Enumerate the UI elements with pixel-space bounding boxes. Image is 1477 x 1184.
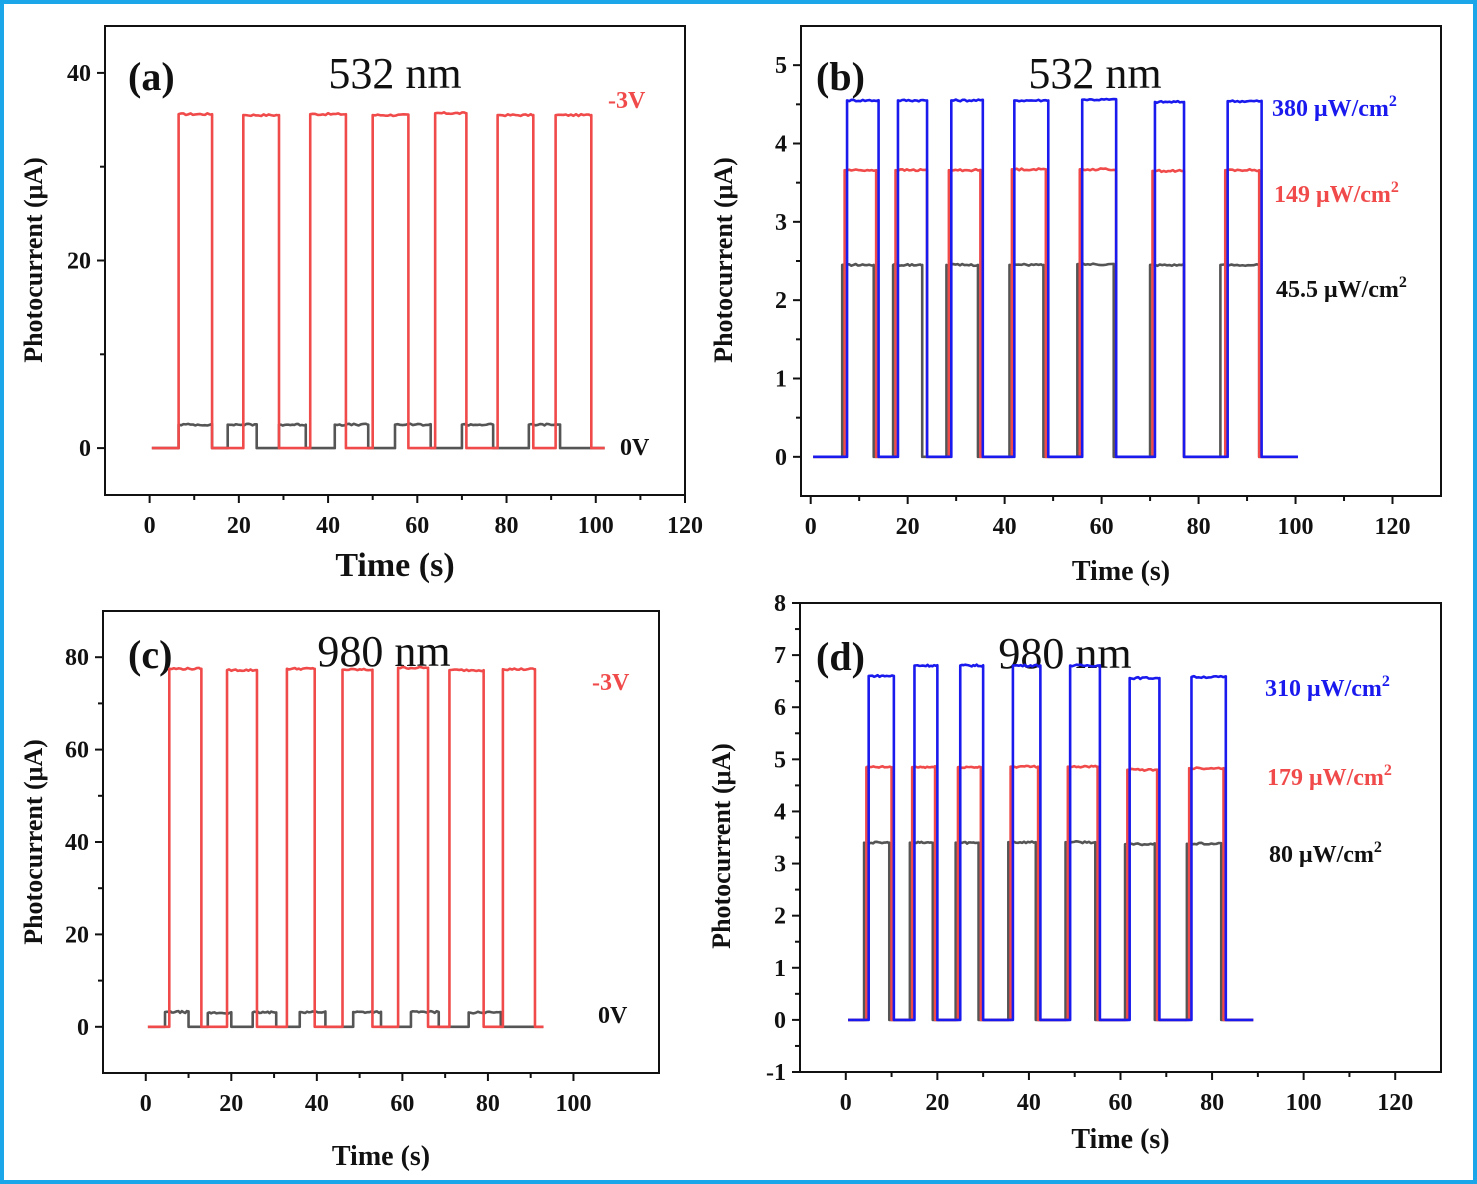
panel-d: 0 20 40 60 80 100 120 -1 0 1 2 3 4 5 6 7 8 Time (s) Photoc… bbox=[707, 591, 1442, 1155]
y-tick-label: 60 bbox=[65, 738, 89, 764]
x-axis-label: Time (s) bbox=[332, 1141, 430, 1172]
x-tick-label: 0 bbox=[144, 513, 156, 539]
x-tick-label: 40 bbox=[993, 514, 1017, 540]
y-tick-label: 40 bbox=[65, 830, 89, 856]
y-tick-label: 1 bbox=[774, 956, 786, 982]
series-label: 45.5 μW/cm2 bbox=[1276, 274, 1407, 303]
y-tick-label: 0 bbox=[775, 445, 787, 471]
x-tick-label: 120 bbox=[1375, 514, 1411, 540]
x-tick-label: 40 bbox=[305, 1091, 329, 1117]
panel-title: 532 nm bbox=[328, 49, 461, 98]
series-label: 380 μW/cm2 bbox=[1272, 93, 1397, 122]
y-tick-label: 5 bbox=[774, 747, 786, 773]
y-tick-label: 4 bbox=[774, 799, 786, 825]
x-tick-label: 100 bbox=[578, 513, 614, 539]
x-tick-label: 120 bbox=[667, 513, 703, 539]
x-axis-label: Time (s) bbox=[335, 547, 454, 584]
x-tick-label: 80 bbox=[1200, 1090, 1224, 1116]
panel-label: (b) bbox=[816, 54, 865, 99]
x-tick-label: 40 bbox=[1017, 1090, 1041, 1116]
y-tick-label: 0 bbox=[77, 1015, 89, 1041]
y-tick-label: 8 bbox=[774, 591, 786, 617]
x-tick-label: 20 bbox=[219, 1091, 243, 1117]
x-tick-label: 20 bbox=[227, 513, 251, 539]
y-axis-label: Photocurrent (μA) bbox=[707, 743, 736, 949]
y-tick-label: 0 bbox=[774, 1008, 786, 1034]
panel-b: 0 20 40 60 80 100 120 0 1 2 3 4 5 Time (s) Photocurren… bbox=[709, 25, 1442, 587]
panel-label: (a) bbox=[128, 54, 175, 99]
y-axis-label: Photocurrent (μA) bbox=[19, 739, 48, 945]
x-axis-label: Time (s) bbox=[1071, 1124, 1169, 1155]
y-axis-label: Photocurrent (μA) bbox=[709, 157, 738, 363]
x-tick-label: 80 bbox=[495, 513, 519, 539]
x-tick-label: 80 bbox=[1187, 514, 1211, 540]
series-label: 149 μW/cm2 bbox=[1274, 179, 1399, 208]
x-tick-label: 60 bbox=[405, 513, 429, 539]
x-tick-label: 60 bbox=[1109, 1090, 1133, 1116]
y-tick-label: 7 bbox=[774, 643, 786, 669]
x-tick-label: 0 bbox=[840, 1090, 852, 1116]
panel-title: 980 nm bbox=[998, 629, 1131, 678]
y-tick-label: -1 bbox=[766, 1060, 786, 1086]
series-label: 310 μW/cm2 bbox=[1265, 673, 1390, 702]
panel-a: 0 20 40 60 80 100 120 0 20 40 Time (s) Photocurrent… bbox=[19, 25, 703, 584]
y-tick-label: 2 bbox=[775, 288, 787, 314]
y-tick-label: 20 bbox=[65, 922, 89, 948]
y-tick-label: 20 bbox=[67, 249, 91, 275]
y-tick-label: 3 bbox=[774, 852, 786, 878]
series-line bbox=[147, 665, 544, 1029]
x-tick-label: 40 bbox=[316, 513, 340, 539]
series-label: 0V bbox=[620, 435, 650, 461]
x-tick-label: 20 bbox=[896, 514, 920, 540]
x-tick-label: 120 bbox=[1377, 1090, 1413, 1116]
y-tick-label: 0 bbox=[79, 436, 91, 462]
panel-label: (d) bbox=[816, 634, 865, 679]
panel-title: 532 nm bbox=[1028, 49, 1161, 98]
x-tick-label: 20 bbox=[925, 1090, 949, 1116]
y-tick-label: 40 bbox=[67, 61, 91, 87]
x-tick-label: 0 bbox=[805, 514, 817, 540]
series-line bbox=[813, 167, 1298, 459]
y-tick-label: 2 bbox=[774, 904, 786, 930]
panel-c: 0 20 40 60 80 100 0 20 40 60 80 Time (s) Photocurren… bbox=[19, 610, 660, 1172]
panel-label: (c) bbox=[128, 632, 172, 677]
series-label: -3V bbox=[608, 88, 646, 114]
y-tick-label: 1 bbox=[775, 367, 787, 393]
y-tick-label: 6 bbox=[774, 695, 786, 721]
x-tick-label: 100 bbox=[555, 1091, 591, 1117]
y-axis-label: Photocurrent (μA) bbox=[19, 157, 48, 363]
x-tick-label: 100 bbox=[1286, 1090, 1322, 1116]
x-tick-label: 60 bbox=[1090, 514, 1114, 540]
x-tick-label: 60 bbox=[390, 1091, 414, 1117]
series-line bbox=[151, 422, 605, 450]
y-tick-label: 5 bbox=[775, 53, 787, 79]
plot-frame bbox=[102, 610, 660, 1074]
series-label: -3V bbox=[592, 670, 630, 696]
y-tick-label: 4 bbox=[775, 132, 787, 158]
series-label: 0V bbox=[598, 1003, 628, 1029]
panel-title: 980 nm bbox=[317, 627, 450, 676]
series-line bbox=[848, 663, 1254, 1022]
x-tick-label: 100 bbox=[1278, 514, 1314, 540]
y-tick-label: 80 bbox=[65, 645, 89, 671]
x-axis-label: Time (s) bbox=[1072, 556, 1170, 587]
series-line bbox=[813, 97, 1298, 459]
y-tick-label: 3 bbox=[775, 210, 787, 236]
series-label: 80 μW/cm2 bbox=[1269, 839, 1382, 868]
x-tick-label: 80 bbox=[476, 1091, 500, 1117]
x-tick-label: 0 bbox=[140, 1091, 152, 1117]
series-line bbox=[151, 111, 605, 450]
series-label: 179 μW/cm2 bbox=[1267, 762, 1392, 791]
